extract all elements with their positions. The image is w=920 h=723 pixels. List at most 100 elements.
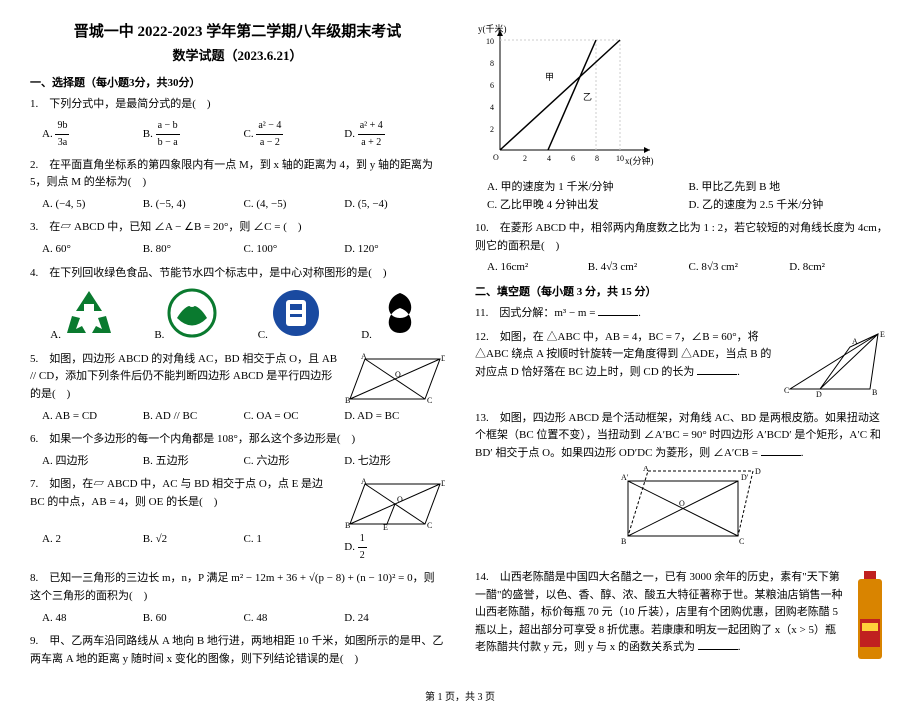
q8-optB: B. 60 bbox=[143, 610, 244, 628]
svg-text:2: 2 bbox=[523, 154, 527, 163]
q2-optA: A. (−4, 5) bbox=[42, 196, 143, 214]
svg-text:A: A bbox=[852, 337, 858, 346]
svg-text:B: B bbox=[345, 521, 350, 530]
question-9-opts: A. 甲的速度为 1 千米/分钟 B. 甲比乙先到 B 地 C. 乙比甲晚 4 … bbox=[475, 179, 890, 214]
svg-text:甲: 甲 bbox=[545, 72, 554, 82]
q5-optB: B. AD // BC bbox=[143, 408, 244, 426]
q2-optD: D. (5, −4) bbox=[344, 196, 445, 214]
svg-text:E: E bbox=[880, 330, 885, 339]
q7-optB: B. √2 bbox=[143, 531, 244, 564]
question-4: 4. 在下列回收绿色食品、节能节水四个标志中，是中心对称图形的是( ) A. B… bbox=[30, 265, 445, 345]
vinegar-bottle-icon bbox=[850, 569, 890, 664]
question-7: AD BC OE 7. 如图，在▱ ABCD 中，AC 与 BD 相交于点 O，… bbox=[30, 476, 445, 564]
q9-optC: C. 乙比甲晚 4 分钟出发 bbox=[487, 197, 689, 215]
svg-text:4: 4 bbox=[547, 154, 551, 163]
q14-text: 14. 山西老陈醋是中国四大名醋之一，已有 3000 余年的历史，素有"天下第一… bbox=[475, 571, 843, 653]
svg-text:D: D bbox=[441, 354, 445, 363]
svg-text:B: B bbox=[621, 537, 626, 546]
svg-text:8: 8 bbox=[595, 154, 599, 163]
recycle-icon bbox=[64, 288, 114, 338]
svg-text:乙: 乙 bbox=[583, 92, 592, 102]
question-14: 14. 山西老陈醋是中国四大名醋之一，已有 3000 余年的历史，素有"天下第一… bbox=[475, 569, 890, 664]
svg-text:10: 10 bbox=[616, 154, 624, 163]
svg-text:C: C bbox=[427, 521, 432, 530]
question-11: 11. 因式分解：m³ − m = . bbox=[475, 305, 890, 323]
q4-optC: C. bbox=[258, 288, 321, 345]
q4-optA: A. bbox=[50, 288, 113, 345]
svg-text:C: C bbox=[784, 386, 789, 395]
q8-optD: D. 24 bbox=[344, 610, 445, 628]
q8-optA: A. 48 bbox=[42, 610, 143, 628]
svg-text:O: O bbox=[397, 495, 403, 504]
q3-optD: D. 120° bbox=[344, 241, 445, 259]
q2-optB: B. (−5, 4) bbox=[143, 196, 244, 214]
water-save-icon bbox=[375, 288, 425, 338]
q8-optC: C. 48 bbox=[244, 610, 345, 628]
section-2-heading: 二、填空题（每小题 3 分，共 15 分） bbox=[475, 283, 890, 299]
q12-text: 12. 如图，在 △ABC 中，AB = 4，BC = 7，∠B = 60°，将… bbox=[475, 331, 771, 378]
page-subtitle: 数学试题（2023.6.21） bbox=[30, 45, 445, 64]
svg-text:O: O bbox=[493, 153, 499, 162]
energy-save-icon bbox=[271, 288, 321, 338]
fig-q7-parallelogram: AD BC OE bbox=[345, 476, 445, 531]
section-1-heading: 一、选择题（每小题3分，共30分） bbox=[30, 74, 445, 90]
q5-optA: A. AB = CD bbox=[42, 408, 143, 426]
q10-optB: B. 4√3 cm² bbox=[588, 259, 689, 277]
q7-optC: C. 1 bbox=[244, 531, 345, 564]
q3-optA: A. 60° bbox=[42, 241, 143, 259]
chart-q9: y(千米) x(分钟) O 246810 246810 甲 乙 bbox=[475, 20, 665, 170]
svg-text:O: O bbox=[395, 370, 401, 379]
q1-optA: A. 9b3a bbox=[42, 118, 143, 151]
svg-text:E: E bbox=[383, 523, 388, 531]
q6-optD: D. 七边形 bbox=[344, 453, 445, 471]
q3-text: 3. 在▱ ABCD 中，已知 ∠A − ∠B = 20°，则 ∠C = ( ) bbox=[30, 219, 445, 237]
q9-optB: B. 甲比乙先到 B 地 bbox=[689, 179, 891, 197]
q1-optB: B. a − bb − a bbox=[143, 118, 244, 151]
q3-optB: B. 80° bbox=[143, 241, 244, 259]
svg-text:8: 8 bbox=[490, 59, 494, 68]
svg-text:x(分钟): x(分钟) bbox=[625, 155, 654, 166]
q13-blank bbox=[761, 455, 801, 456]
fig-q12-triangle: EC BD A bbox=[780, 329, 890, 404]
q6-optA: A. 四边形 bbox=[42, 453, 143, 471]
q13-text: 13. 如图，四边形 ABCD 是个活动框架，对角线 AC、BD 是两根皮筋。如… bbox=[475, 412, 881, 459]
q6-text: 6. 如果一个多边形的每一个内角都是 108°，那么这个多边形是( ) bbox=[30, 431, 445, 449]
q4-optB: B. bbox=[154, 288, 217, 345]
q10-optD: D. 8cm² bbox=[789, 259, 890, 277]
question-10: 10. 在菱形 ABCD 中，相邻两内角度数之比为 1 : 2，若它较短的对角线… bbox=[475, 220, 890, 277]
q5-optD: D. AD = BC bbox=[344, 408, 445, 426]
svg-text:2: 2 bbox=[490, 125, 494, 134]
svg-text:B: B bbox=[345, 396, 350, 405]
svg-text:6: 6 bbox=[490, 81, 494, 90]
fig-q13-frame: A′D′ AD BC O bbox=[603, 466, 763, 556]
question-6: 6. 如果一个多边形的每一个内角都是 108°，那么这个多边形是( ) A. 四… bbox=[30, 431, 445, 470]
q8-text: 8. 已知一三角形的三边长 m，n，P 满足 m² − 12m + 36 + √… bbox=[30, 570, 445, 605]
q2-text: 2. 在平面直角坐标系的第四象限内有一点 M，到 x 轴的距离为 4，到 y 轴… bbox=[30, 157, 445, 192]
q10-text: 10. 在菱形 ABCD 中，相邻两内角度数之比为 1 : 2，若它较短的对角线… bbox=[475, 220, 890, 255]
svg-text:A: A bbox=[361, 352, 367, 361]
svg-text:C: C bbox=[427, 396, 432, 405]
q10-optC: C. 8√3 cm² bbox=[689, 259, 790, 277]
svg-text:C: C bbox=[739, 537, 744, 546]
question-13: 13. 如图，四边形 ABCD 是个活动框架，对角线 AC、BD 是两根皮筋。如… bbox=[475, 410, 890, 563]
green-food-icon bbox=[167, 288, 217, 338]
q9-optD: D. 乙的速度为 2.5 千米/分钟 bbox=[689, 197, 891, 215]
q11-blank bbox=[598, 315, 638, 316]
q6-optB: B. 五边形 bbox=[143, 453, 244, 471]
svg-text:10: 10 bbox=[486, 37, 494, 46]
svg-text:A: A bbox=[643, 466, 649, 473]
q14-blank bbox=[698, 649, 738, 650]
q4-text: 4. 在下列回收绿色食品、节能节水四个标志中，是中心对称图形的是( ) bbox=[30, 265, 445, 283]
q6-optC: C. 六边形 bbox=[244, 453, 345, 471]
q10-optA: A. 16cm² bbox=[487, 259, 588, 277]
question-12: EC BD A 12. 如图，在 △ABC 中，AB = 4，BC = 7，∠B… bbox=[475, 329, 890, 404]
svg-text:D: D bbox=[816, 390, 822, 399]
question-8: 8. 已知一三角形的三边长 m，n，P 满足 m² − 12m + 36 + √… bbox=[30, 570, 445, 627]
svg-text:D′: D′ bbox=[741, 473, 749, 482]
fig-q5-parallelogram: A D B C O bbox=[345, 351, 445, 406]
q12-blank bbox=[697, 374, 737, 375]
q1-optD: D. a² + 4a + 2 bbox=[344, 118, 445, 151]
q1-text: 1. 下列分式中，是最简分式的是( ) bbox=[30, 96, 445, 114]
svg-text:A: A bbox=[361, 477, 367, 486]
q3-optC: C. 100° bbox=[244, 241, 345, 259]
